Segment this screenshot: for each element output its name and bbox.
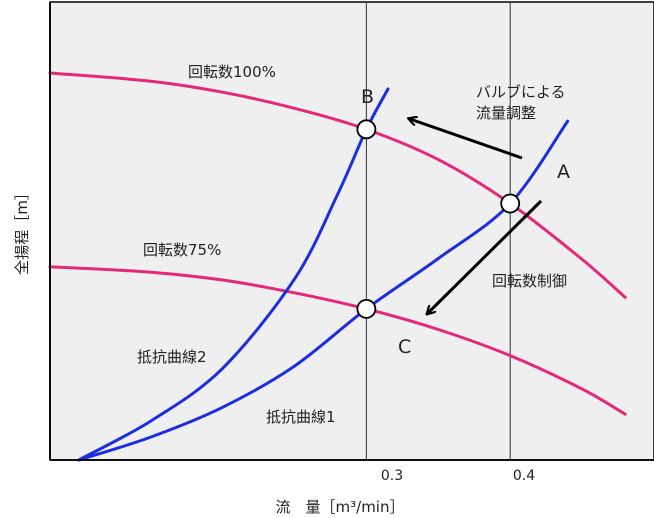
plot-area (49, 1, 654, 461)
label-speed-100: 回転数100% (188, 63, 276, 81)
annotation-valve-line1: バルブによる (476, 83, 566, 101)
arrow-speed-control (428, 199, 543, 313)
y-axis-title: 全揚程［m］ (13, 185, 31, 275)
annotation-valve-line2: 流量調整 (476, 104, 536, 122)
label-resistance-2: 抵抗曲線2 (137, 348, 207, 366)
x-tick-0.4: 0.4 (513, 468, 535, 484)
x-tick-0.3: 0.3 (381, 468, 403, 484)
operating-point-c (356, 298, 377, 319)
x-axis-title: 流 量［m³/min］ (276, 498, 405, 516)
label-speed-75: 回転数75% (143, 241, 221, 259)
point-label-b: B (361, 86, 374, 108)
point-label-c: C (398, 336, 411, 358)
arrow-valve-control (410, 119, 523, 160)
operating-point-a (500, 193, 521, 214)
operating-point-b (356, 119, 377, 140)
point-label-a: A (557, 161, 570, 183)
label-resistance-1: 抵抗曲線1 (266, 408, 336, 426)
annotation-speed-control: 回転数制御 (492, 272, 567, 290)
